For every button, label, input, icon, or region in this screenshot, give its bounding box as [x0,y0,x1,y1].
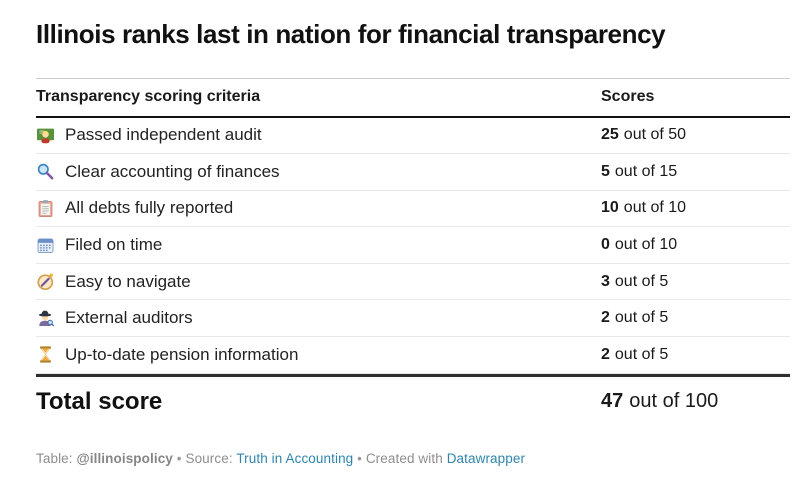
magnifying-glass-icon [36,162,55,181]
datawrapper-link[interactable]: Datawrapper [446,450,526,466]
table-row: Clear accounting of finances 5 out of 15 [36,154,790,191]
criteria-cell: Passed independent audit [36,125,601,145]
score-value: 3 [601,272,610,290]
clipboard-icon [36,199,55,218]
column-header-criteria: Transparency scoring criteria [36,88,261,105]
score-suffix: out of 15 [614,162,678,180]
score-value: 10 [601,199,619,217]
criteria-label: All debts fully reported [65,198,234,218]
score-cell: 25 out of 50 [601,126,790,144]
score-value: 5 [601,162,610,180]
table-widget: Illinois ranks last in nation for financ… [0,18,797,466]
total-score-value: 47 [601,390,624,413]
score-suffix: out of 10 [623,199,687,217]
score-cell: 2 out of 5 [601,309,790,327]
compass-icon [36,272,55,291]
detective-icon [36,309,55,328]
criteria-label: Clear accounting of finances [65,161,280,181]
criteria-label: Up-to-date pension information [65,344,299,364]
criteria-label: External auditors [65,308,193,328]
score-cell: 0 out of 10 [601,236,790,254]
score-value: 2 [601,345,610,363]
score-suffix: out of 50 [623,126,687,144]
table-row: Filed on time 0 out of 10 [36,227,790,264]
criteria-label: Filed on time [65,235,163,255]
criteria-cell: Filed on time [36,235,601,255]
score-value: 2 [601,309,610,327]
total-score-cell: 47 out of 100 [601,390,790,413]
source-link[interactable]: Truth in Accounting [236,450,354,466]
score-value: 25 [601,126,619,144]
score-cell: 3 out of 5 [601,273,790,291]
table-row: All debts fully reported 10 out of 10 [36,191,790,228]
score-suffix: out of 5 [614,345,669,363]
table-row: Up-to-date pension information 2 out of 5 [36,337,790,374]
table-credit-handle: @illinoispolicy [76,450,173,466]
score-value: 0 [601,236,610,254]
hourglass-icon [36,345,55,364]
total-row: Total score 47 out of 100 [36,373,790,429]
table-row: Passed independent audit 25 out of 50 [36,118,790,155]
created-with-label: Created with [365,450,443,466]
column-header-scores: Scores [601,88,655,105]
source-label: Source: [185,450,233,466]
criteria-cell: Easy to navigate [36,272,601,292]
table-row: Easy to navigate 3 out of 5 [36,264,790,301]
criteria-cell: External auditors [36,308,601,328]
total-label: Total score [36,387,163,415]
table-row: External auditors 2 out of 5 [36,300,790,338]
footer-separator: • [176,450,182,466]
teacher-icon [36,126,55,145]
score-suffix: out of 10 [614,236,678,254]
table-header-row: Transparency scoring criteria Scores [36,77,790,118]
footer-separator: • [357,450,362,466]
score-suffix: out of 5 [614,272,669,290]
attribution-footer: Table: @illinoispolicy • Source: Truth i… [36,451,790,466]
criteria-label: Passed independent audit [65,125,262,145]
score-suffix: out of 5 [614,309,669,327]
score-cell: 2 out of 5 [601,346,790,364]
total-score-suffix: out of 100 [629,390,719,413]
page-title: Illinois ranks last in nation for financ… [36,19,666,49]
transparency-table: Transparency scoring criteria Scores Pas… [36,77,790,429]
score-cell: 10 out of 10 [601,199,790,217]
criteria-cell: All debts fully reported [36,198,601,218]
criteria-label: Easy to navigate [65,271,191,291]
criteria-cell: Clear accounting of finances [36,162,601,182]
calendar-icon [36,236,55,255]
criteria-cell: Up-to-date pension information [36,345,601,365]
table-credit-label: Table: [36,450,73,466]
score-cell: 5 out of 15 [601,163,790,181]
